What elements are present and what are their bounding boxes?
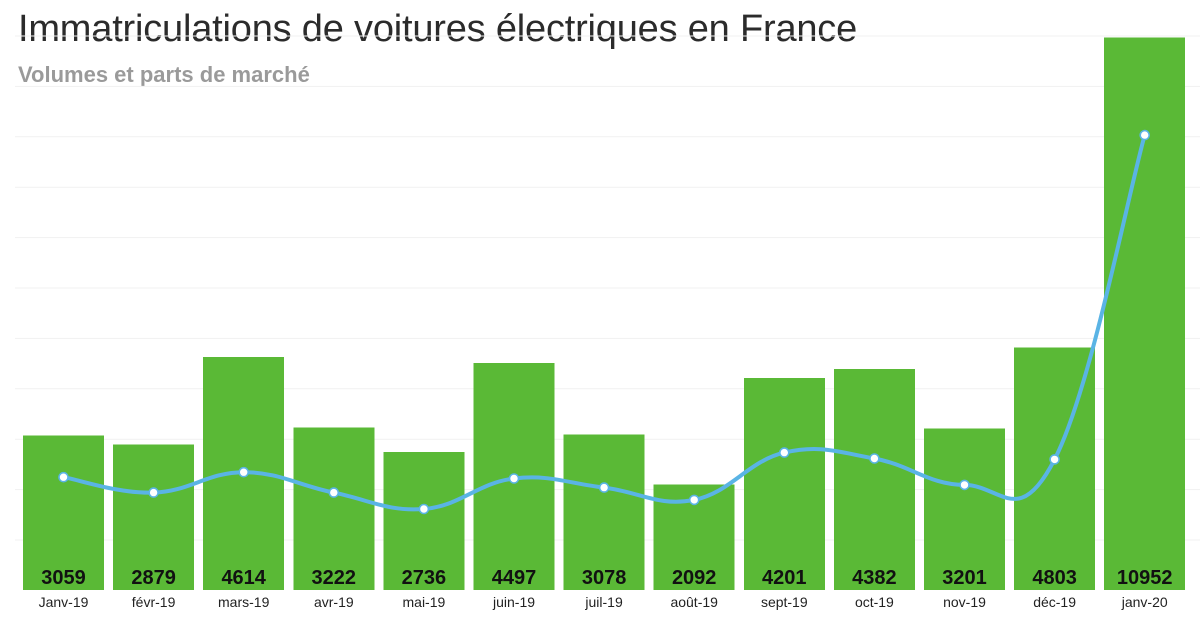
market-share-point-d-c-19 — [1049, 454, 1060, 465]
market-share-point-avr-19 — [328, 487, 340, 498]
bar-oct-19 — [833, 368, 915, 590]
market-share-point-janv-20 — [1139, 129, 1150, 141]
market-share-point-nov-19 — [959, 479, 970, 491]
bar-value-label: 2092 — [672, 567, 717, 589]
x-tick-label: août-19 — [670, 594, 718, 610]
bar-value-label: 4803 — [1032, 567, 1077, 589]
chart-title: Immatriculations de voitures électriques… — [18, 8, 858, 50]
x-tick-label: mars-19 — [218, 594, 270, 610]
bar-nov-19 — [924, 428, 1005, 590]
bar-value-label: 3059 — [41, 567, 86, 589]
x-tick-label: avr-19 — [314, 594, 354, 610]
x-tick-label: mai-19 — [403, 594, 446, 610]
market-share-point-ao-t-19 — [688, 494, 700, 506]
bar-value-label: 4382 — [852, 567, 897, 589]
bar-value-label: 3078 — [582, 567, 627, 589]
bar-value-label: 3201 — [942, 567, 987, 589]
x-tick-label: Janv-19 — [39, 594, 89, 610]
bar-value-label: 4614 — [221, 567, 266, 589]
bar-sept-19 — [743, 378, 825, 590]
bar-janv-19 — [23, 435, 104, 590]
x-tick-label: sept-19 — [761, 594, 808, 610]
x-axis-tick-labels: Janv-19 févr-19 mars-19 avr-19 mai-19 juin-19… — [39, 594, 1168, 610]
bar-juil-19 — [563, 434, 645, 590]
market-share-point-f-vr-19 — [148, 487, 159, 498]
x-tick-label: janv-20 — [1121, 594, 1168, 610]
market-share-point-janv-19 — [58, 471, 69, 483]
bar-value-label: 10952 — [1117, 567, 1173, 589]
bar-data-labels: 3059 2879 4614 3222 2736 4497 3078 2092 4201 4382… — [41, 567, 1172, 589]
x-tick-label: févr-19 — [132, 594, 176, 610]
bar-value-label: 3222 — [312, 567, 357, 589]
x-tick-label: juin-19 — [492, 594, 535, 610]
x-tick-label: déc-19 — [1033, 594, 1076, 610]
market-share-point-juil-19 — [598, 482, 610, 493]
chart-subtitle: Volumes et parts de marché — [18, 62, 310, 87]
bar-value-label: 4497 — [492, 567, 537, 589]
bar-value-label: 2736 — [402, 567, 447, 589]
bar-f-vr-19 — [113, 444, 195, 590]
x-tick-label: juil-19 — [584, 594, 623, 610]
line-series-market-share — [58, 129, 1150, 515]
x-tick-label: nov-19 — [943, 594, 986, 610]
bar-series-volumes — [23, 37, 1186, 590]
market-share-point-mai-19 — [418, 503, 430, 515]
market-share-point-oct-19 — [869, 453, 880, 464]
market-share-point-juin-19 — [508, 473, 520, 484]
market-share-point-mars-19 — [238, 466, 249, 478]
market-share-line — [61, 133, 1147, 512]
market-share-point-sept-19 — [778, 447, 790, 458]
bar-avr-19 — [293, 427, 375, 590]
x-tick-label: oct-19 — [855, 594, 894, 610]
bar-value-label: 2879 — [131, 567, 176, 589]
bar-mai-19 — [383, 452, 465, 590]
bar-janv-20 — [1104, 37, 1186, 590]
bar-value-label: 4201 — [762, 567, 807, 589]
